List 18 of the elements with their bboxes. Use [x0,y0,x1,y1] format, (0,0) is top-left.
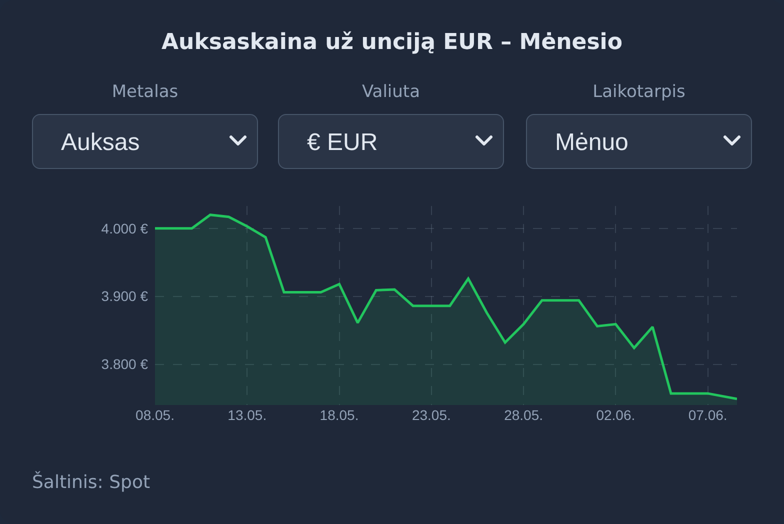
y-tick-label: 4.000 € [101,220,148,236]
text: Laikotarpis [592,82,686,104]
x-tick-label: 02.06. [596,407,636,423]
text: Metalas [110,82,180,104]
y-tick-label: 3.900 € [101,288,148,304]
text: Valiuta [360,82,422,104]
dropdown: Auksas [32,114,258,169]
dropdown: Mėnuo [526,114,752,169]
x-tick-label: 18.05. [320,407,359,423]
x-tick-label: 07.06. [688,407,728,423]
dropdown: € EUR [278,114,504,169]
x-tick-label: 23.05. [412,407,451,423]
x-tick-label: 08.05. [136,407,174,423]
chart-title: Auksaskaina už unciją EUR – Mėnesio [160,30,624,55]
x-tick-label: 28.05. [504,407,544,423]
text: Šaltinis: Spot [32,472,150,493]
y-tick-label: 3.800 € [101,356,148,372]
x-tick-label: 13.05. [228,407,267,423]
